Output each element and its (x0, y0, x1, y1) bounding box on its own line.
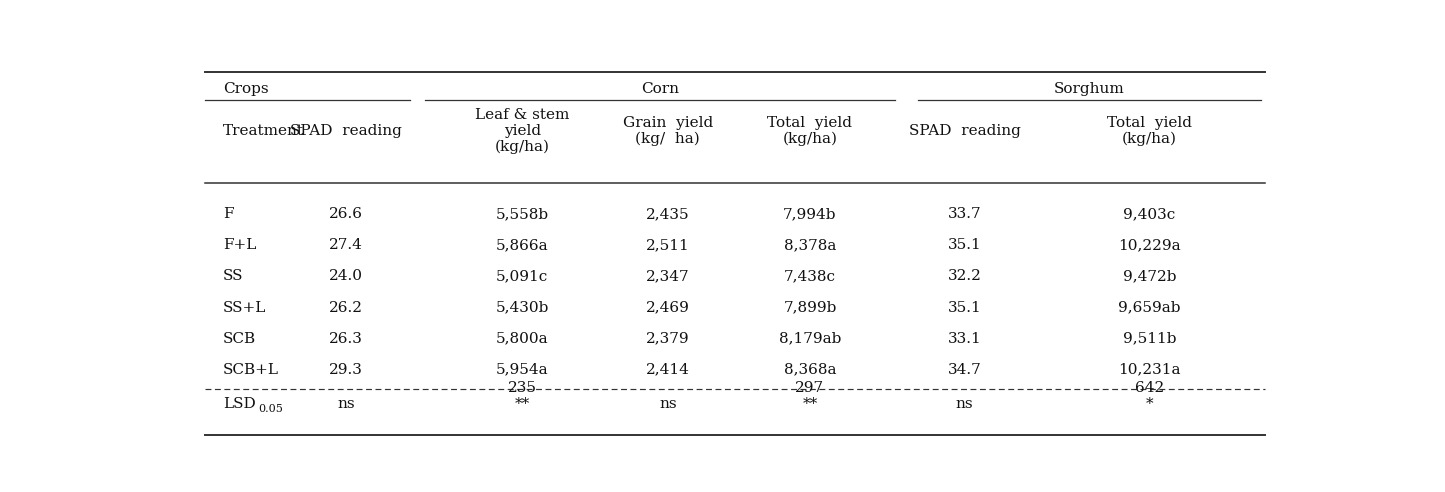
Text: 26.6: 26.6 (329, 207, 363, 221)
Text: 8,368a: 8,368a (783, 363, 837, 377)
Text: 10,229a: 10,229a (1118, 239, 1181, 252)
Text: 642
*: 642 * (1134, 381, 1163, 411)
Text: ns: ns (338, 398, 355, 411)
Text: 35.1: 35.1 (948, 239, 981, 252)
Text: 5,091c: 5,091c (496, 270, 548, 283)
Text: 7,438c: 7,438c (785, 270, 837, 283)
Text: Treatment: Treatment (223, 124, 305, 138)
Text: 8,179ab: 8,179ab (779, 332, 841, 345)
Text: Crops: Crops (223, 82, 269, 96)
Text: 2,414: 2,414 (646, 363, 689, 377)
Text: 2,435: 2,435 (646, 207, 689, 221)
Text: 2,511: 2,511 (646, 239, 689, 252)
Text: SCB: SCB (223, 332, 256, 345)
Text: ns: ns (955, 398, 974, 411)
Text: Corn: Corn (642, 82, 679, 96)
Text: 2,379: 2,379 (646, 332, 689, 345)
Text: 35.1: 35.1 (948, 301, 981, 314)
Text: 26.3: 26.3 (329, 332, 363, 345)
Text: LSD: LSD (223, 397, 256, 411)
Text: Leaf & stem
yield
(kg/ha): Leaf & stem yield (kg/ha) (475, 108, 569, 154)
Text: 2,347: 2,347 (646, 270, 689, 283)
Text: Total  yield
(kg/ha): Total yield (kg/ha) (1107, 116, 1192, 146)
Text: 10,231a: 10,231a (1118, 363, 1181, 377)
Text: SCB+L: SCB+L (223, 363, 279, 377)
Text: 9,659ab: 9,659ab (1118, 301, 1181, 314)
Text: F: F (223, 207, 234, 221)
Text: 32.2: 32.2 (948, 270, 981, 283)
Text: Sorghum: Sorghum (1053, 82, 1124, 96)
Text: 5,866a: 5,866a (496, 239, 549, 252)
Text: 24.0: 24.0 (329, 270, 363, 283)
Text: 33.1: 33.1 (948, 332, 981, 345)
Text: SS: SS (223, 270, 244, 283)
Text: 9,472b: 9,472b (1123, 270, 1176, 283)
Text: 27.4: 27.4 (329, 239, 363, 252)
Text: 2,469: 2,469 (646, 301, 689, 314)
Text: 33.7: 33.7 (948, 207, 981, 221)
Text: 8,378a: 8,378a (783, 239, 837, 252)
Text: 34.7: 34.7 (948, 363, 981, 377)
Text: Grain  yield
(kg/  ha): Grain yield (kg/ ha) (623, 116, 712, 146)
Text: SS+L: SS+L (223, 301, 266, 314)
Text: ns: ns (659, 398, 676, 411)
Text: 5,558b: 5,558b (496, 207, 549, 221)
Text: 5,800a: 5,800a (496, 332, 549, 345)
Text: 7,994b: 7,994b (783, 207, 837, 221)
Text: SPAD  reading: SPAD reading (909, 124, 1020, 138)
Text: 297
**: 297 ** (795, 381, 825, 411)
Text: 9,403c: 9,403c (1123, 207, 1175, 221)
Text: 29.3: 29.3 (329, 363, 363, 377)
Text: 7,899b: 7,899b (783, 301, 837, 314)
Text: 235
**: 235 ** (507, 381, 536, 411)
Text: Total  yield
(kg/ha): Total yield (kg/ha) (767, 116, 853, 146)
Text: 0.05: 0.05 (257, 403, 283, 414)
Text: 26.2: 26.2 (329, 301, 363, 314)
Text: 5,954a: 5,954a (496, 363, 549, 377)
Text: SPAD  reading: SPAD reading (290, 124, 402, 138)
Text: F+L: F+L (223, 239, 257, 252)
Text: 9,511b: 9,511b (1123, 332, 1176, 345)
Text: 5,430b: 5,430b (496, 301, 549, 314)
